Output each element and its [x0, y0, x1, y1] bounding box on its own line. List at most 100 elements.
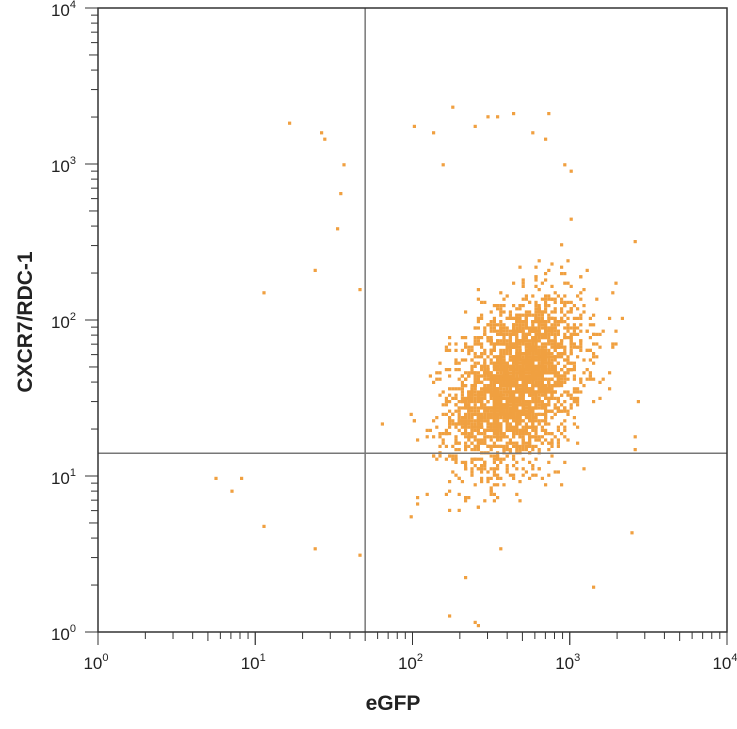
event-dot: [486, 387, 490, 391]
event-dot: [569, 361, 573, 365]
event-dot: [585, 368, 589, 372]
event-dot: [499, 323, 503, 327]
event-dot: [489, 320, 493, 324]
event-dot: [502, 323, 506, 327]
event-dot: [502, 371, 506, 375]
event-dot: [521, 428, 525, 432]
event-dot: [486, 416, 490, 420]
event-dot: [553, 435, 557, 439]
event-dot: [550, 393, 554, 397]
event-dot: [467, 403, 471, 407]
event-dot: [486, 406, 490, 410]
event-dot: [483, 377, 487, 381]
event-dot: [544, 419, 548, 423]
event-dot: [524, 470, 528, 474]
event-dot: [537, 374, 541, 378]
event-dot: [499, 425, 503, 429]
event-dot: [547, 380, 551, 384]
event-dot: [518, 435, 522, 439]
event-dot: [550, 432, 554, 436]
event-dot: [518, 316, 522, 320]
event-dot: [534, 304, 538, 308]
event-dot: [611, 342, 615, 346]
event-dot: [473, 326, 477, 330]
event-dot: [489, 348, 493, 352]
event-dot: [496, 371, 500, 375]
event-dot: [444, 400, 448, 404]
x-axis-ticks: [97, 632, 728, 645]
event-dot: [496, 428, 500, 432]
event-dot: [547, 313, 551, 317]
event-dot: [572, 390, 576, 394]
event-dot: [454, 361, 458, 365]
event-dot: [454, 425, 458, 429]
event-dot: [499, 422, 503, 426]
event-dot: [499, 291, 503, 295]
event-dot: [521, 326, 525, 330]
event-dot: [521, 332, 525, 336]
event-dot: [560, 352, 564, 356]
event-dot: [556, 352, 560, 356]
event-dot: [492, 387, 496, 391]
event-dot: [505, 332, 509, 336]
event-dot: [550, 416, 554, 420]
event-dot: [572, 332, 576, 336]
event-dot: [556, 470, 560, 474]
event-dot: [473, 364, 477, 368]
event-dot: [502, 390, 506, 394]
event-dot: [476, 428, 480, 432]
event-dot: [540, 435, 544, 439]
event-dot: [566, 377, 570, 381]
event-dot: [534, 310, 538, 314]
event-dot: [547, 396, 551, 400]
event-dot: [508, 332, 512, 336]
event-dot: [508, 396, 512, 400]
event-dot: [470, 358, 474, 362]
event-dot: [505, 464, 509, 468]
event-dot: [537, 448, 541, 452]
event-dot: [464, 460, 468, 464]
event-dot: [476, 288, 480, 292]
event-dot: [512, 377, 516, 381]
event-dot: [464, 412, 468, 416]
event-dot: [544, 403, 548, 407]
event-dot: [524, 336, 528, 340]
event-dot: [563, 336, 567, 340]
event-dot: [512, 400, 516, 404]
event-dot: [489, 438, 493, 442]
event-dot: [489, 467, 493, 471]
event-dot: [524, 428, 528, 432]
event-dot: [358, 288, 362, 292]
event-dot: [432, 131, 436, 135]
event-dot: [505, 294, 509, 298]
event-dot: [553, 390, 557, 394]
event-dot: [499, 329, 503, 333]
event-dot: [547, 390, 551, 394]
event-dot: [537, 368, 541, 372]
event-dot: [579, 323, 583, 327]
event-dot: [531, 336, 535, 340]
event-dot: [464, 467, 468, 471]
event-dot: [470, 428, 474, 432]
event-dot: [563, 332, 567, 336]
event-dot: [585, 329, 589, 333]
event-dot: [515, 320, 519, 324]
event-dot: [454, 448, 458, 452]
event-dot: [579, 291, 583, 295]
event-dot: [534, 368, 538, 372]
event-dot: [534, 339, 538, 343]
event-dot: [550, 390, 554, 394]
event-dot: [480, 422, 484, 426]
event-dot: [492, 444, 496, 448]
event-dot: [512, 371, 516, 375]
event-dot: [492, 323, 496, 327]
event-dot: [547, 329, 551, 333]
event-dot: [515, 336, 519, 340]
event-dot: [470, 435, 474, 439]
event-dot: [512, 444, 516, 448]
event-dot: [521, 364, 525, 368]
event-dot: [537, 400, 541, 404]
event-dot: [502, 384, 506, 388]
event-dot: [569, 342, 573, 346]
event-dot: [457, 400, 461, 404]
